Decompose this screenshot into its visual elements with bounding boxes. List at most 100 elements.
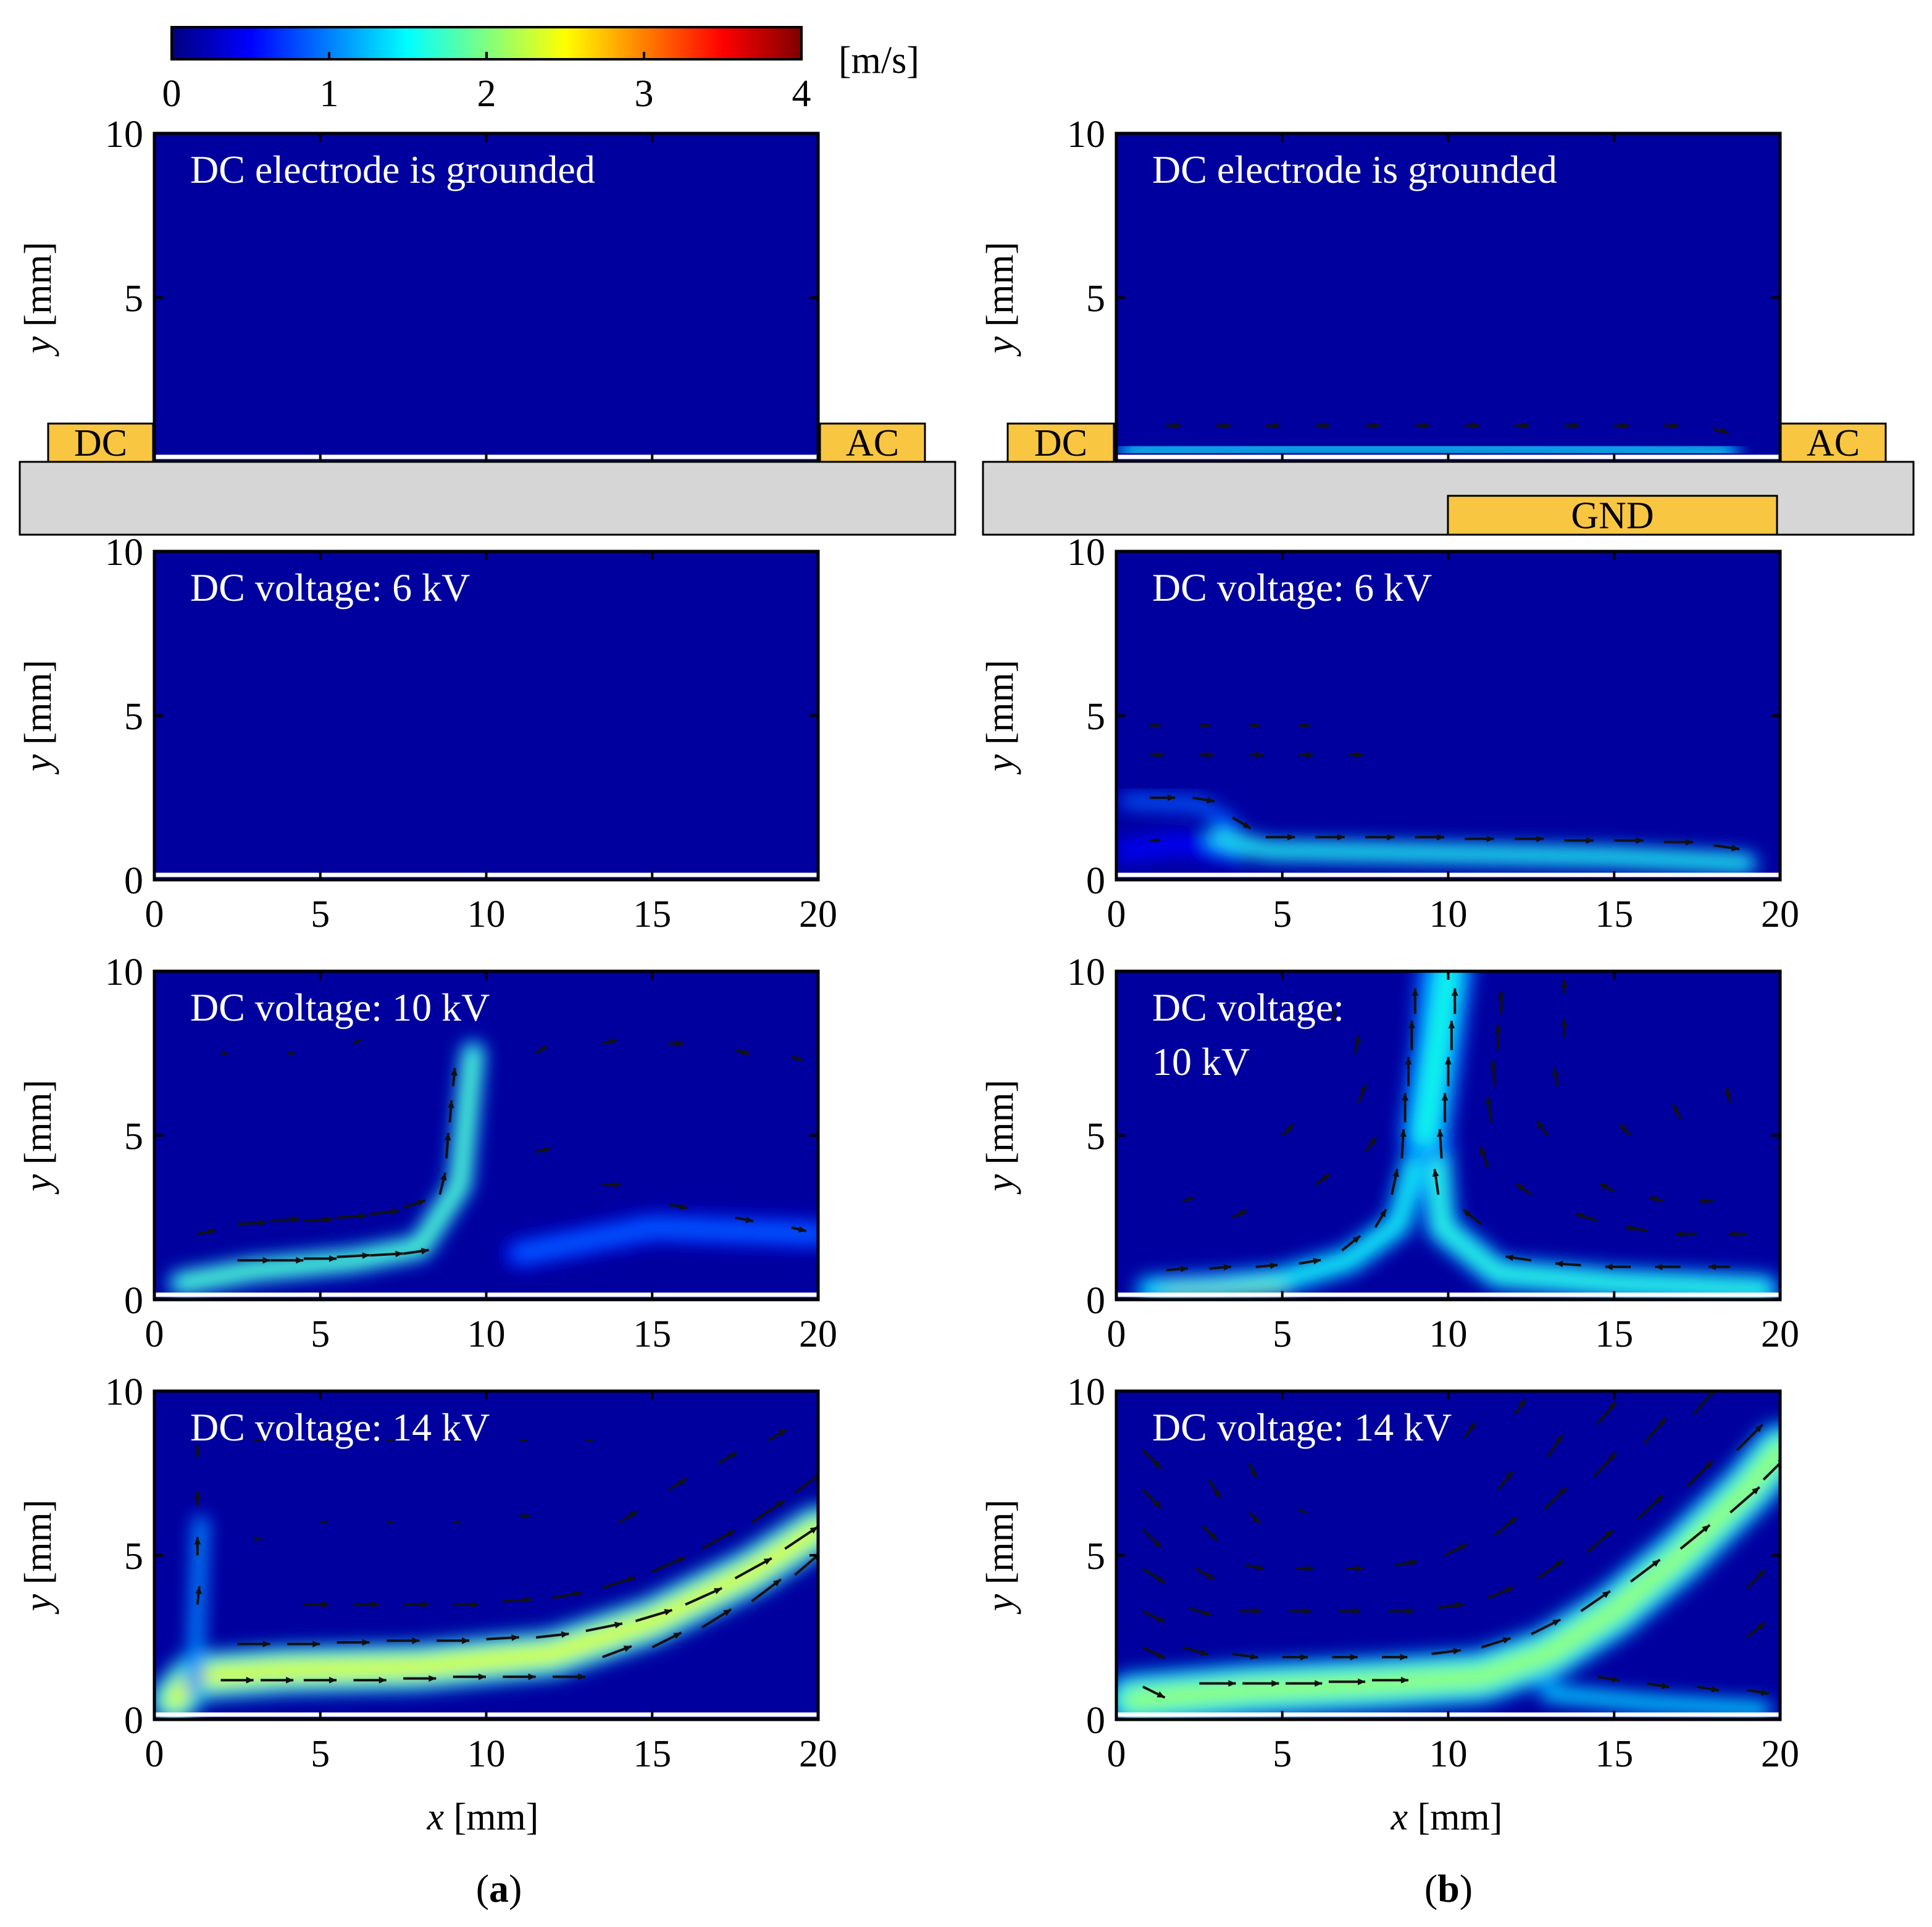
dielectric-plate (19, 461, 956, 536)
velocity-vector-head (1187, 1197, 1194, 1202)
velocity-vector-head (1156, 1576, 1165, 1583)
velocity-vector-head (623, 1645, 632, 1652)
velocity-vector-head (1239, 1210, 1247, 1217)
y-axis-label: y [mm] (979, 1080, 1021, 1195)
velocity-vector-head (1658, 1418, 1666, 1426)
velocity-vector-head (1373, 422, 1380, 429)
velocity-vector-head (1409, 1559, 1417, 1566)
velocity-vector-head (511, 1634, 519, 1641)
velocity-vector-head (809, 1526, 818, 1534)
electrode-dc (47, 422, 154, 463)
x-tick-label: 20 (1761, 893, 1799, 935)
velocity-field (154, 971, 818, 1300)
x-tick-label: 10 (467, 893, 506, 935)
velocity-vector-head (1575, 1213, 1584, 1219)
y-tick-label: 10 (1067, 532, 1105, 574)
velocity-vector-head (1153, 1461, 1161, 1469)
velocity-vector-head (561, 1631, 569, 1638)
velocity-vector-head (1571, 422, 1579, 429)
velocity-field (154, 551, 818, 880)
x-tick-label: 5 (1273, 893, 1292, 935)
velocity-vector-head (395, 1250, 403, 1258)
velocity-field (1116, 551, 1780, 880)
velocity-vector-head (1625, 1225, 1634, 1232)
velocity-vector-head (1561, 979, 1568, 987)
velocity-vector-head (1705, 1460, 1713, 1469)
panel-annotation: DC voltage: 10 kV (1152, 985, 1344, 1084)
x-tick-label: 15 (633, 1313, 671, 1355)
x-tick-label: 0 (1107, 1733, 1126, 1775)
y-tick-label: 10 (1067, 114, 1105, 156)
velocity-vector-head (1518, 1399, 1526, 1408)
velocity-vector-head (525, 1513, 530, 1519)
velocity-vector-head (1652, 1560, 1660, 1567)
velocity-vector-head (1561, 1018, 1568, 1026)
panel-annotation: DC voltage: 10 kV (190, 985, 490, 1029)
x-tick-label: 5 (311, 1733, 330, 1775)
electrode-label: GND (1571, 495, 1654, 537)
velocity-vector-head (1490, 1060, 1497, 1069)
velocity-vector-head (1405, 1056, 1412, 1064)
x-tick-label: 15 (1595, 1733, 1633, 1775)
velocity-jet-core (1545, 1690, 1767, 1713)
x-tick-label: 15 (633, 893, 671, 935)
x-tick-label: 0 (1107, 1313, 1126, 1355)
velocity-vector-head (574, 1591, 582, 1597)
velocity-vector-head (1720, 427, 1729, 434)
velocity-vector-head (462, 1637, 470, 1644)
velocity-vector-head (1673, 1104, 1680, 1113)
velocity-vector-head (1422, 422, 1430, 429)
electrode-label: DC (74, 422, 127, 464)
velocity-vector-head (479, 1673, 486, 1681)
colorbar-tick-label: 1 (320, 73, 339, 115)
velocity-vector-head (1302, 1509, 1307, 1513)
electrode-label: AC (1807, 422, 1860, 464)
velocity-vector-head (444, 1132, 451, 1141)
velocity-vector-head (1485, 1097, 1492, 1105)
velocity-vector-head (723, 1609, 732, 1616)
vector-field (1142, 1391, 1780, 1699)
velocity-vector-head (1757, 1570, 1765, 1578)
velocity-vector-head (1400, 1129, 1407, 1137)
velocity-vector-head (429, 1675, 437, 1682)
velocity-vector-head (1203, 1610, 1211, 1616)
x-axis-label-b: x [mm] (1390, 1796, 1503, 1838)
velocity-vector-head (1356, 1565, 1364, 1572)
electrode-ac (819, 422, 926, 463)
velocity-vector-head (1432, 1169, 1439, 1177)
panel-annotation: DC electrode is grounded (1152, 148, 1557, 191)
velocity-field (1116, 133, 1780, 462)
velocity-vector-head (578, 1673, 586, 1681)
velocity-vector-head (296, 1256, 304, 1264)
vector-field (194, 1428, 818, 1684)
x-tick-label: 10 (467, 1733, 506, 1775)
x-tick-label: 20 (799, 893, 837, 935)
velocity-vector-head (1458, 1544, 1467, 1551)
velocity-vector-head (1369, 1137, 1376, 1145)
velocity-vector-head (1353, 1608, 1361, 1615)
velocity-vector-head (1620, 1124, 1628, 1132)
colorbar-unit: [m/s] (838, 40, 919, 82)
velocity-vector-head (1486, 835, 1494, 842)
velocity-vector-head (1552, 1068, 1559, 1076)
y-tick-label: 10 (105, 1371, 143, 1413)
heatmap-panel: DC voltage: 10 kV 0 5 10 0 5 10 15 20 y [mm] (979, 951, 1799, 1355)
velocity-vector-head (1675, 1231, 1683, 1237)
velocity-vector-head (324, 1439, 328, 1442)
velocity-vector-head (1468, 1422, 1476, 1431)
electrode-label: AC (846, 422, 899, 464)
velocity-vector-head (1711, 1686, 1720, 1693)
colorbar-tick-label: 3 (635, 73, 654, 115)
velocity-vector-head (1323, 422, 1331, 429)
velocity-vector-head (1156, 1616, 1165, 1623)
velocity-vector-head (1379, 1209, 1386, 1218)
y-tick-label: 0 (1086, 860, 1105, 902)
velocity-vector-head (613, 1181, 621, 1189)
panel-annotation: DC electrode is grounded (190, 148, 595, 191)
colorbar: 0 1 2 3 4 [m/s] (162, 26, 919, 115)
velocity-vector-head (440, 1173, 447, 1181)
heatmap-panel: DC voltage: 14 kV 0 5 10 0 5 10 15 20 y [mm] (17, 1371, 837, 1775)
y-tick-label: 5 (1086, 1536, 1105, 1578)
velocity-vector-head (540, 1046, 547, 1053)
